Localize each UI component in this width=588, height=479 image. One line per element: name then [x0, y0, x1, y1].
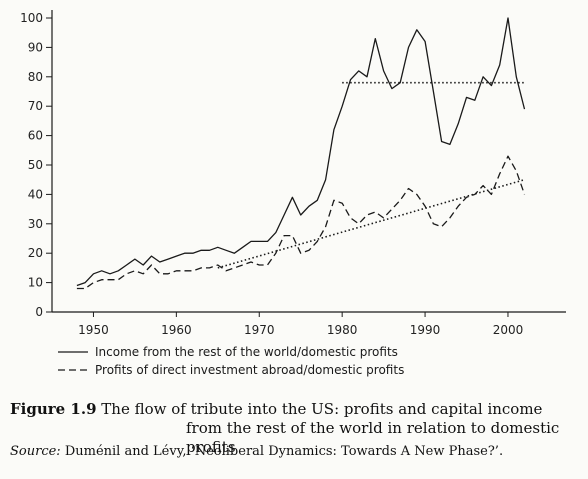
y-tick-label: 70 [28, 99, 43, 113]
series-line-solid [76, 17, 526, 287]
x-tick-label: 1990 [410, 323, 441, 337]
legend-label-solid: Income from the rest of the world/domest… [95, 345, 398, 359]
caption-line-2: from the rest of the world in relation t… [186, 419, 560, 456]
trend-line-3 [217, 178, 525, 269]
source-text: Duménil and Lévy, ‘Neoliberal Dynamics: … [64, 444, 504, 459]
y-tick-label: 80 [28, 70, 43, 84]
y-tick-label: 50 [28, 158, 43, 172]
source-label: Source: [10, 444, 61, 459]
y-tick-label: 10 [28, 276, 43, 290]
series-layer [76, 17, 526, 290]
x-tick-label: 1980 [327, 323, 358, 337]
legend: Income from the rest of the world/domest… [58, 345, 404, 377]
x-tick-label: 1960 [161, 323, 192, 337]
caption-figure-number: Figure 1.9 [10, 400, 97, 418]
caption-line-1: The flow of tribute into the US: profits… [101, 400, 543, 418]
x-tick-label: 2000 [493, 323, 524, 337]
x-tick-label: 1970 [244, 323, 275, 337]
axes: 0 10 20 30 40 50 60 70 80 90 100 1950 1960 1970 1980 19… [20, 10, 566, 337]
source-note: Source: Duménil and Lévy, ‘Neoliberal Dy… [10, 444, 584, 459]
y-tick-label: 20 [28, 246, 43, 260]
y-tick-label: 90 [28, 40, 43, 54]
y-tick-label: 60 [28, 129, 43, 143]
figure-caption: Figure 1.9 The flow of tribute into the … [10, 400, 584, 457]
series-line-dashed [76, 155, 526, 290]
y-tick-label: 0 [35, 305, 43, 319]
x-tick-label: 1950 [78, 323, 109, 337]
y-tick-label: 100 [20, 11, 43, 25]
y-tick-label: 40 [28, 187, 43, 201]
y-tick-label: 30 [28, 217, 43, 231]
legend-label-dashed: Profits of direct investment abroad/dome… [95, 363, 404, 377]
